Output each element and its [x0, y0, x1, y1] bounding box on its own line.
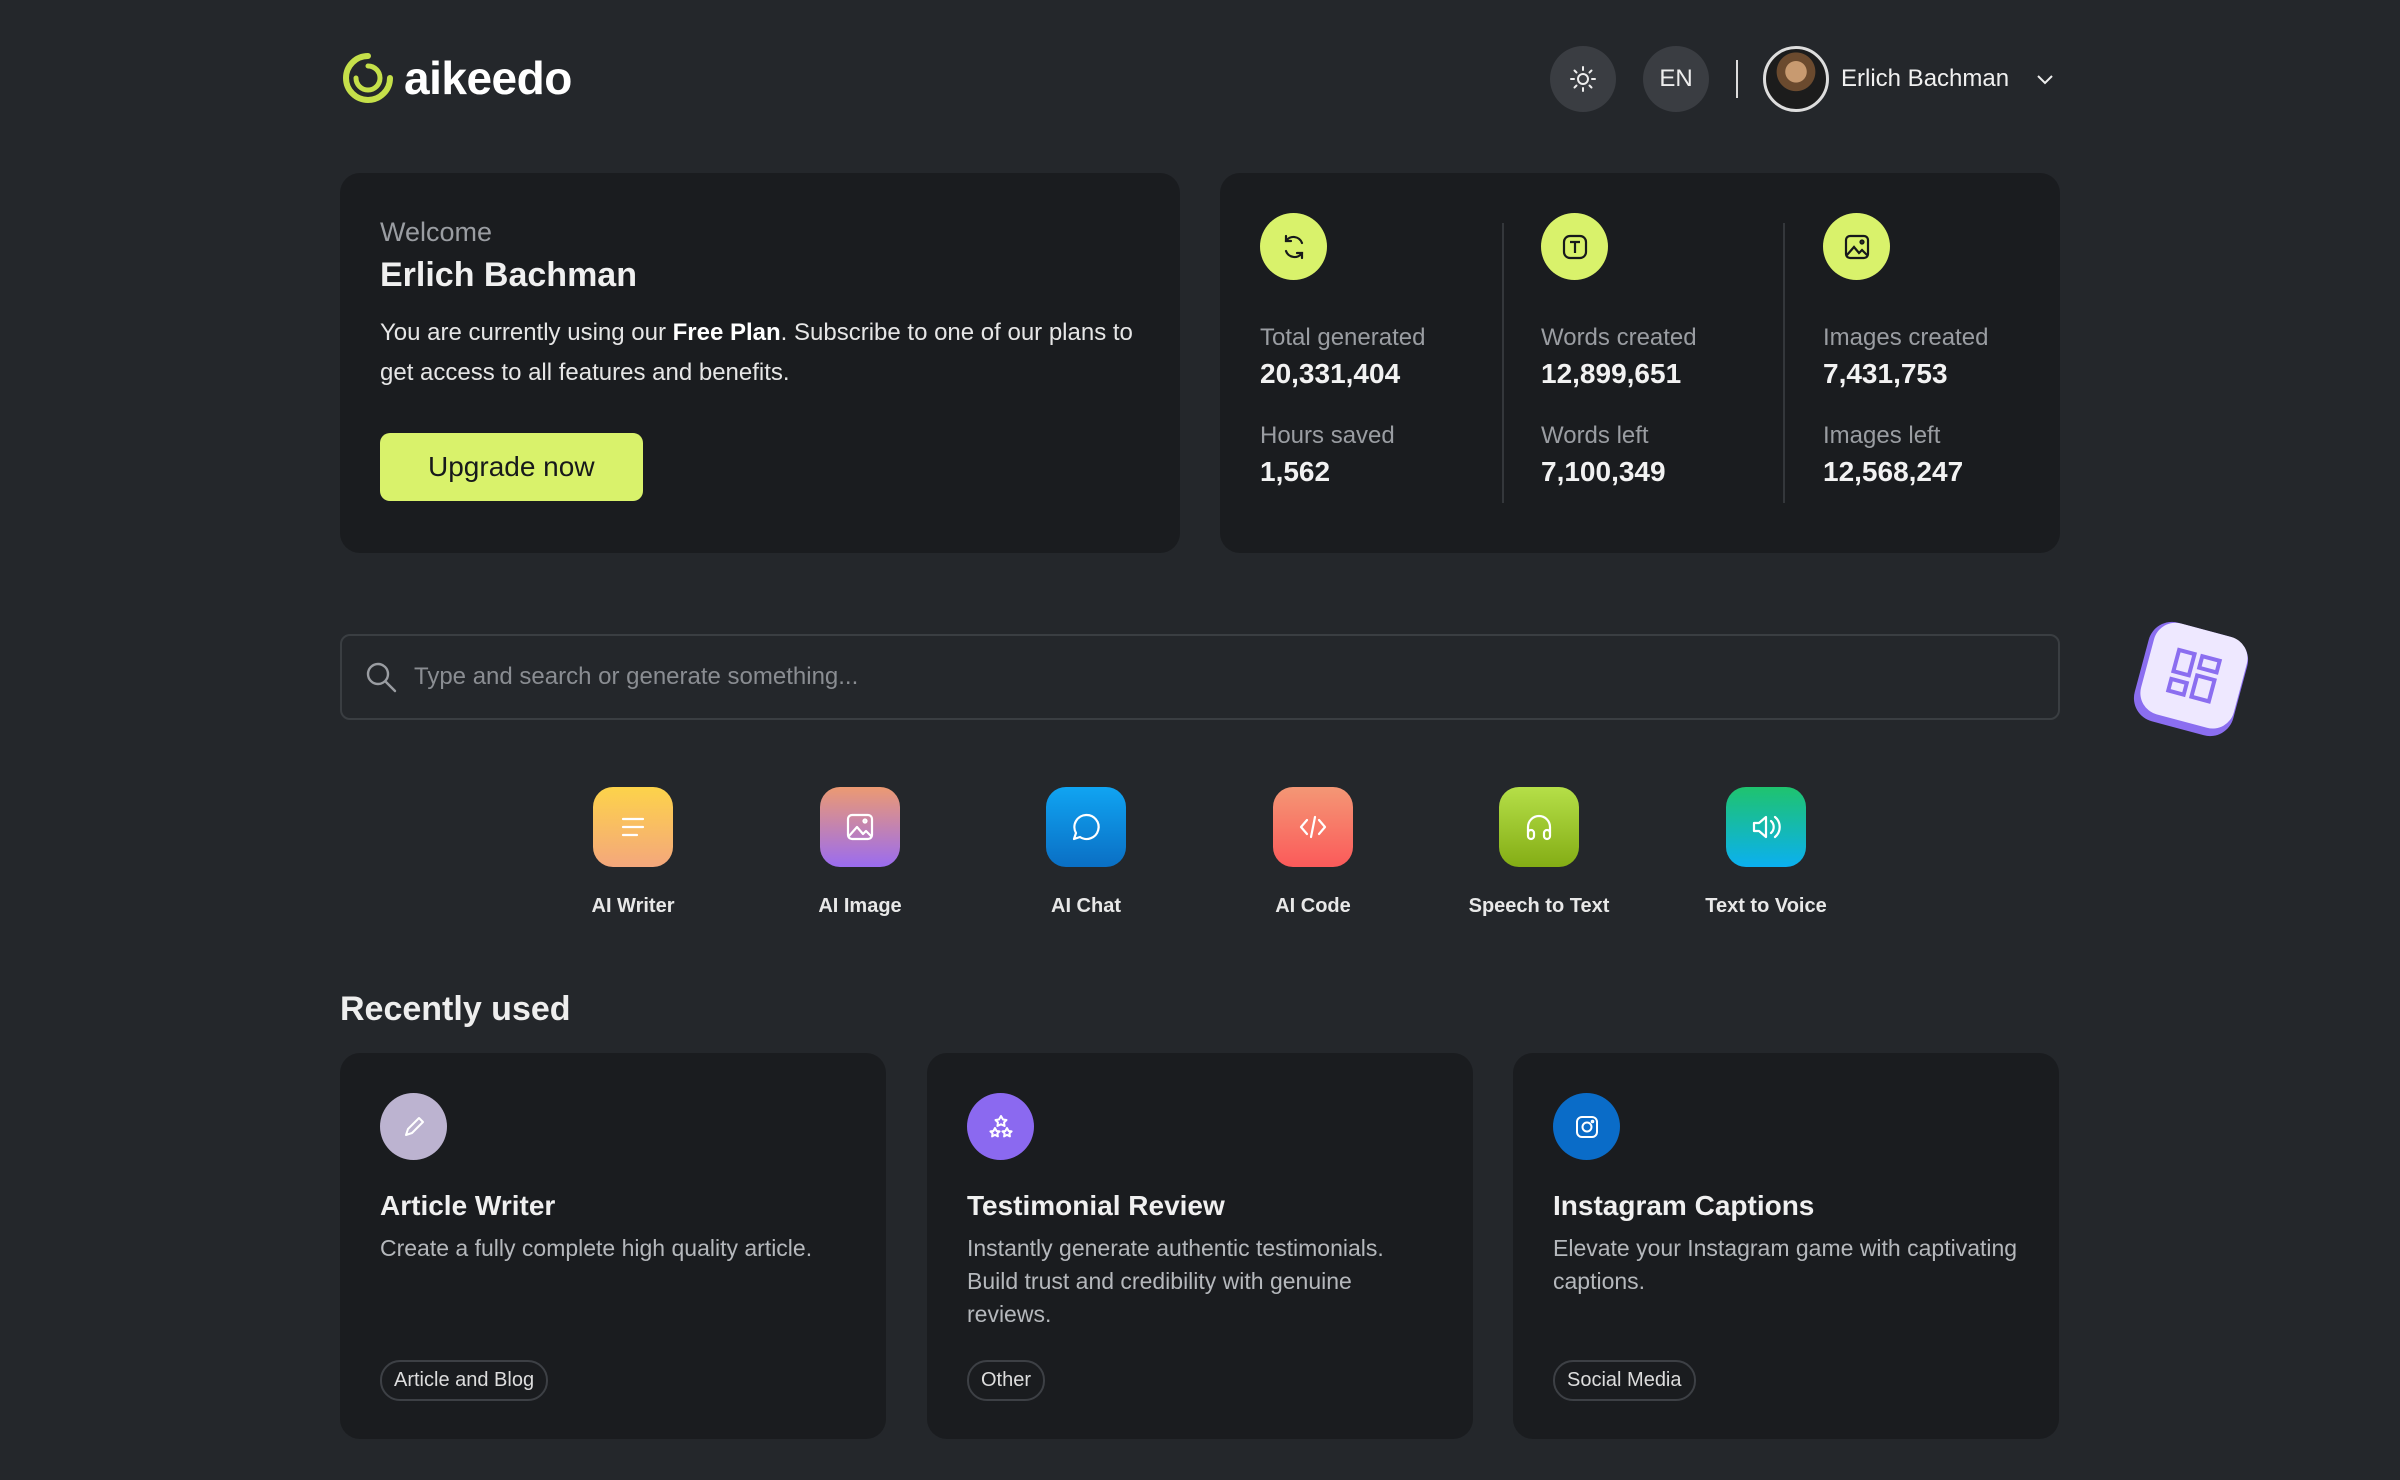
- plan-name: Free Plan: [672, 319, 781, 346]
- brand-name: aikeedo: [404, 52, 572, 104]
- header-divider: [1736, 60, 1738, 98]
- plan-text: You are currently using our: [380, 319, 673, 346]
- recent-card-description: Create a fully complete high quality art…: [380, 1235, 813, 1261]
- avatar: [1763, 46, 1829, 112]
- welcome-label: Welcome: [380, 217, 493, 247]
- plan-description: You are currently using our Free Plan. S…: [380, 313, 1140, 393]
- app-label: Text to Voice: [1705, 895, 1827, 917]
- grid-icon: [2165, 647, 2223, 704]
- stat-column: Images created 7,431,753 Images left 12,…: [1823, 213, 2063, 488]
- stars-icon: [967, 1093, 1034, 1160]
- user-menu[interactable]: Erlich Bachman: [1763, 46, 2057, 112]
- category-tag[interactable]: Other: [967, 1360, 1046, 1401]
- recent-card-description: Elevate your Instagram game with captiva…: [1553, 1235, 2018, 1294]
- welcome-name: Erlich Bachman: [380, 256, 637, 294]
- text-icon: [1541, 213, 1608, 280]
- app-label: AI Image: [818, 895, 902, 917]
- language-button[interactable]: EN: [1643, 46, 1709, 112]
- category-tag[interactable]: Social Media: [1553, 1360, 1696, 1401]
- code-icon: [1273, 787, 1353, 867]
- search-icon: [366, 662, 397, 693]
- refresh-icon: [1260, 213, 1327, 280]
- app-speech-to-text[interactable]: Speech to Text: [1439, 787, 1639, 918]
- app-label: AI Code: [1275, 895, 1351, 917]
- app-ai-writer[interactable]: AI Writer: [533, 787, 733, 918]
- plan-text-after: . Subscribe to one of our plans to get a…: [380, 319, 1133, 386]
- stat-value: 7,100,349: [1541, 456, 1666, 487]
- category-tag[interactable]: Article and Blog: [380, 1360, 549, 1401]
- app-ai-image[interactable]: AI Image: [760, 787, 960, 918]
- logo-icon: [343, 53, 393, 103]
- apps-widget-face: [2135, 617, 2253, 734]
- recent-card-title: Article Writer: [380, 1190, 556, 1221]
- stat-label: Images left: [1823, 422, 1941, 449]
- stat-value: 12,568,247: [1823, 456, 1964, 487]
- upgrade-button[interactable]: Upgrade now: [380, 433, 643, 501]
- image-icon: [1823, 213, 1890, 280]
- user-name: Erlich Bachman: [1841, 65, 2010, 92]
- speaker-icon: [1726, 787, 1806, 867]
- recent-card-instagram-captions[interactable]: Instagram Captions Elevate your Instagra…: [1513, 1053, 2059, 1439]
- search-input[interactable]: [414, 663, 1914, 691]
- recent-card-title: Instagram Captions: [1553, 1190, 1815, 1221]
- stat-value: 20,331,404: [1260, 358, 1401, 389]
- headphones-icon: [1499, 787, 1579, 867]
- chevron-down-icon: [2037, 75, 2053, 85]
- stat-value: 1,562: [1260, 456, 1331, 487]
- pencil-icon: [380, 1093, 447, 1160]
- stat-label: Words left: [1541, 422, 1649, 449]
- lines-icon: [593, 787, 673, 867]
- welcome-card: Welcome Erlich Bachman You are currently…: [340, 173, 1180, 553]
- recently-used-heading: Recently used: [340, 990, 571, 1028]
- recent-card-article-writer[interactable]: Article Writer Create a fully complete h…: [340, 1053, 886, 1439]
- search-bar[interactable]: [340, 634, 2060, 720]
- app-label: AI Chat: [1051, 895, 1121, 917]
- stat-column: Words created 12,899,651 Words left 7,10…: [1541, 213, 1781, 488]
- logo[interactable]: aikeedo: [340, 50, 572, 106]
- stat-label: Words created: [1541, 324, 1697, 351]
- theme-toggle-button[interactable]: [1550, 46, 1616, 112]
- sun-icon: [1570, 66, 1596, 92]
- stats-divider: [1783, 223, 1785, 503]
- app-ai-chat[interactable]: AI Chat: [986, 787, 1186, 918]
- chat-icon: [1046, 787, 1126, 867]
- image-icon: [820, 787, 900, 867]
- app-label: Speech to Text: [1468, 895, 1610, 917]
- app-ai-code[interactable]: AI Code: [1213, 787, 1413, 918]
- recent-card-title: Testimonial Review: [967, 1190, 1225, 1221]
- stat-value: 7,431,753: [1823, 358, 1948, 389]
- recent-card-description: Instantly generate authentic testimonial…: [967, 1235, 1384, 1327]
- app-text-to-voice[interactable]: Text to Voice: [1666, 787, 1866, 918]
- recent-card-testimonial-review[interactable]: Testimonial Review Instantly generate au…: [927, 1053, 1473, 1439]
- stats-divider: [1502, 223, 1504, 503]
- stat-value: 12,899,651: [1541, 358, 1682, 389]
- stats-card: Total generated 20,331,404 Hours saved 1…: [1220, 173, 2060, 553]
- instagram-icon: [1553, 1093, 1620, 1160]
- app-label: AI Writer: [591, 895, 675, 917]
- stat-label: Total generated: [1260, 324, 1426, 351]
- stat-column: Total generated 20,331,404 Hours saved 1…: [1260, 213, 1500, 488]
- apps-widget-button[interactable]: [2128, 616, 2254, 742]
- stat-label: Images created: [1823, 324, 1989, 351]
- stat-label: Hours saved: [1260, 422, 1395, 449]
